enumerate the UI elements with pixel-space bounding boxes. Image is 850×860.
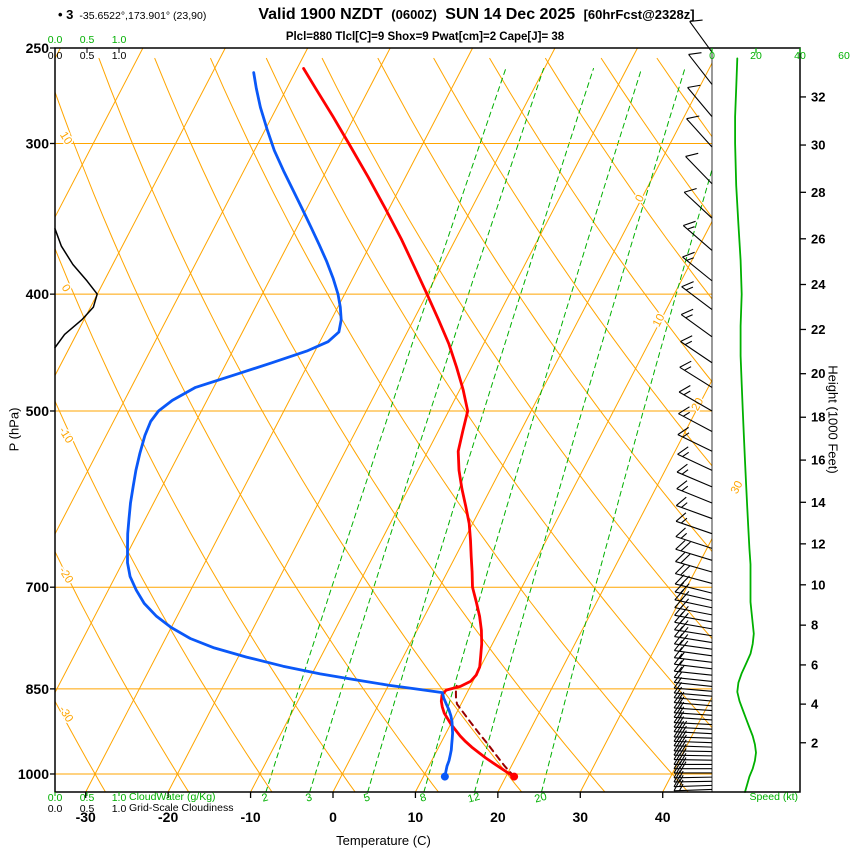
skewt-grid bbox=[55, 48, 712, 792]
svg-text:10: 10 bbox=[811, 577, 825, 592]
svg-text:850: 850 bbox=[26, 681, 50, 697]
cloudiness-curve bbox=[54, 227, 98, 349]
svg-text:-20: -20 bbox=[158, 809, 178, 825]
svg-text:0.5: 0.5 bbox=[80, 803, 95, 815]
forecast-ref: [60hrFcst@2328z] bbox=[583, 7, 695, 22]
svg-text:24: 24 bbox=[811, 277, 826, 292]
svg-text:22: 22 bbox=[811, 322, 825, 337]
svg-text:60: 60 bbox=[838, 50, 850, 62]
svg-text:20: 20 bbox=[811, 366, 825, 381]
svg-text:1.0: 1.0 bbox=[112, 792, 127, 804]
svg-text:0.0: 0.0 bbox=[48, 34, 63, 46]
svg-text:30: 30 bbox=[811, 138, 825, 153]
svg-text:1.0: 1.0 bbox=[112, 34, 127, 46]
pressure-axis-title: P (hPa) bbox=[6, 407, 22, 452]
surface-temperature-dot bbox=[510, 772, 519, 781]
svg-text:12: 12 bbox=[811, 536, 825, 551]
svg-text:6: 6 bbox=[811, 657, 818, 672]
svg-text:0: 0 bbox=[59, 283, 73, 295]
svg-text:8: 8 bbox=[811, 618, 818, 633]
svg-text:12: 12 bbox=[466, 791, 481, 806]
svg-text:20: 20 bbox=[490, 809, 506, 825]
wind-speed-curve bbox=[734, 57, 757, 793]
svg-text:700: 700 bbox=[26, 579, 50, 595]
svg-text:1.0: 1.0 bbox=[112, 50, 127, 62]
svg-text:10: 10 bbox=[651, 312, 668, 329]
plot-border bbox=[54, 47, 801, 793]
height-axis-title: Height (1000 Feet) bbox=[825, 365, 841, 474]
svg-text:14: 14 bbox=[811, 495, 826, 510]
svg-text:40: 40 bbox=[794, 50, 806, 62]
svg-text:5: 5 bbox=[362, 792, 371, 805]
svg-text:18: 18 bbox=[811, 410, 825, 425]
cloudiness-legend: Grid-Scale Cloudiness bbox=[129, 802, 234, 814]
svg-text:3: 3 bbox=[304, 792, 313, 805]
sounding-profiles bbox=[126, 67, 516, 778]
surface-dots bbox=[440, 772, 519, 781]
svg-text:250: 250 bbox=[26, 40, 50, 56]
svg-text:10: 10 bbox=[57, 130, 74, 147]
svg-text:26: 26 bbox=[811, 231, 825, 246]
svg-text:0.0: 0.0 bbox=[48, 803, 63, 815]
svg-text:32: 32 bbox=[811, 89, 825, 104]
svg-text:1.0: 1.0 bbox=[112, 803, 127, 815]
svg-text:16: 16 bbox=[811, 453, 825, 468]
svg-text:-20: -20 bbox=[56, 565, 75, 585]
svg-text:10: 10 bbox=[408, 809, 424, 825]
svg-text:500: 500 bbox=[26, 403, 50, 419]
svg-text:1000: 1000 bbox=[18, 766, 49, 782]
svg-text:0.5: 0.5 bbox=[80, 792, 95, 804]
station-marker: • 3 bbox=[58, 7, 74, 22]
svg-text:0.0: 0.0 bbox=[48, 50, 63, 62]
svg-text:0.0: 0.0 bbox=[48, 792, 63, 804]
stability-indices: Plcl=880 Tlcl[C]=9 Shox=9 Pwat[cm]=2 Cap… bbox=[285, 31, 565, 43]
svg-text:0: 0 bbox=[633, 193, 647, 204]
svg-text:28: 28 bbox=[811, 185, 825, 200]
parcel-path bbox=[454, 684, 516, 778]
svg-text:30: 30 bbox=[729, 479, 746, 496]
svg-text:0.5: 0.5 bbox=[80, 50, 95, 62]
svg-text:300: 300 bbox=[26, 135, 50, 151]
svg-text:30: 30 bbox=[573, 809, 589, 825]
svg-text:20: 20 bbox=[533, 791, 548, 806]
svg-text:-30: -30 bbox=[56, 704, 75, 724]
svg-text:4: 4 bbox=[811, 697, 819, 712]
svg-text:20: 20 bbox=[750, 50, 762, 62]
valid-time: Valid 1900 NZDT bbox=[258, 6, 383, 23]
svg-text:-30: -30 bbox=[76, 809, 96, 825]
svg-text:2: 2 bbox=[811, 735, 818, 750]
station-location: -35.6522°,173.901° (23,90) bbox=[79, 10, 207, 22]
svg-text:0.5: 0.5 bbox=[80, 34, 95, 46]
wind-barbs bbox=[673, 19, 713, 792]
valid-zulu: (0600Z) bbox=[391, 7, 437, 22]
valid-date: SUN 14 Dec 2025 bbox=[445, 6, 576, 23]
svg-text:2: 2 bbox=[261, 792, 270, 805]
svg-text:0: 0 bbox=[709, 50, 715, 62]
svg-text:0: 0 bbox=[329, 809, 337, 825]
surface-dewpoint-dot bbox=[440, 772, 449, 781]
svg-text:40: 40 bbox=[655, 809, 671, 825]
dewpoint-curve bbox=[126, 71, 454, 778]
chart-header: • 3 -35.6522°,173.901° (23,90) Valid 1900 … bbox=[58, 6, 699, 24]
speed-axis-legend: Speed (kt) bbox=[749, 791, 798, 803]
svg-text:400: 400 bbox=[26, 286, 50, 302]
cloudwater-legend: CloudWater (g/Kg) bbox=[129, 791, 216, 803]
svg-text:-10: -10 bbox=[56, 425, 75, 445]
temperature-axis-title: Temperature (C) bbox=[336, 833, 431, 848]
svg-text:8: 8 bbox=[419, 792, 428, 805]
temperature-curve bbox=[302, 67, 516, 778]
svg-text:-10: -10 bbox=[240, 809, 260, 825]
